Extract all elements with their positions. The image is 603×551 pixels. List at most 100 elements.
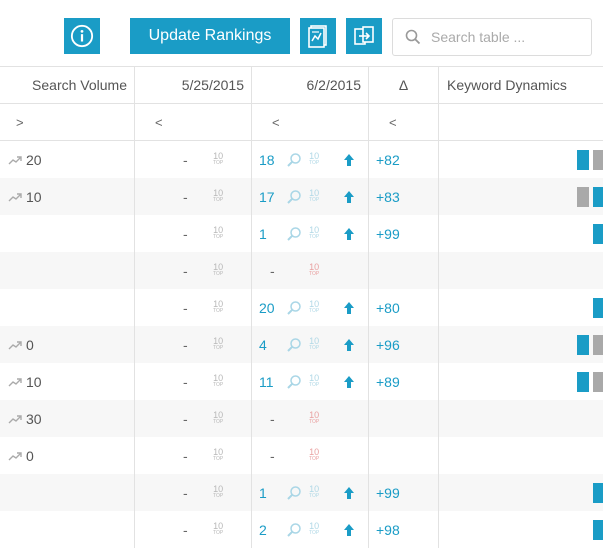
search-volume-cell (0, 289, 134, 326)
old-rank-value: - (183, 225, 188, 242)
filter-search-volume[interactable]: > (0, 103, 135, 141)
old-rank-cell: - 10 TOP (135, 437, 251, 474)
top10-icon: 10 TOP (309, 520, 320, 536)
old-rank-value: - (183, 188, 188, 205)
dynamics-bar-blue[interactable] (593, 223, 603, 244)
new-rank-link[interactable]: 18 (259, 151, 275, 168)
keyword-dynamics-cell (439, 215, 603, 252)
magnifier-icon[interactable] (286, 189, 302, 205)
rank-up-arrow-icon (344, 375, 354, 388)
new-rank-value: - (270, 410, 275, 427)
table-row[interactable]: - 10 TOP 1 10 TOP +99 (0, 215, 603, 252)
table-row[interactable]: 0 - 10 TOP - 10 TOP (0, 437, 603, 474)
export-icon (354, 26, 374, 45)
delta-value: +96 (376, 336, 400, 353)
old-rank-cell: - 10 TOP (135, 400, 251, 437)
new-rank-link[interactable]: 2 (259, 521, 267, 538)
new-rank-cell: - 10 TOP (252, 400, 368, 437)
dynamics-bar-blue[interactable] (593, 186, 603, 207)
delta-cell: +96 (369, 326, 438, 363)
table-row[interactable]: - 10 TOP 20 10 TOP +80 (0, 289, 603, 326)
top10-icon: 10 TOP (213, 261, 224, 277)
table-row[interactable]: 10 - 10 TOP 11 10 TOP +89 (0, 363, 603, 400)
table-row[interactable]: - 10 TOP 1 10 TOP +99 (0, 474, 603, 511)
search-input[interactable] (429, 28, 583, 46)
new-rank-cell: 11 10 TOP (252, 363, 368, 400)
filter-date-old[interactable]: < (134, 103, 252, 141)
top10-icon: 10 TOP (309, 298, 320, 314)
new-rank-link[interactable]: 4 (259, 336, 267, 353)
column-header-date-new[interactable]: 6/2/2015 (251, 66, 369, 104)
export-button[interactable] (346, 18, 382, 54)
table-row[interactable]: 10 - 10 TOP 17 10 TOP +83 (0, 178, 603, 215)
column-header-search-volume[interactable]: Search Volume (0, 66, 135, 104)
new-rank-cell: 20 10 TOP (252, 289, 368, 326)
dynamics-bar-blue[interactable] (577, 371, 589, 392)
top10-icon: 10 TOP (213, 187, 224, 203)
dynamics-bar-gray[interactable] (593, 334, 603, 355)
delta-cell (369, 252, 438, 289)
old-rank-value: - (183, 521, 188, 538)
top10-icon: 10 TOP (309, 446, 320, 462)
dynamics-bar-blue[interactable] (577, 149, 589, 170)
info-button[interactable] (64, 18, 100, 54)
dynamics-bar-blue[interactable] (593, 297, 603, 318)
table-row[interactable]: 20 - 10 TOP 18 10 TOP +82 (0, 140, 603, 178)
dynamics-bar-gray[interactable] (593, 149, 603, 170)
trend-icon[interactable] (8, 155, 22, 165)
table-row[interactable]: - 10 TOP - 10 TOP (0, 252, 603, 289)
table-row[interactable]: 0 - 10 TOP 4 10 TOP +96 (0, 326, 603, 363)
rank-up-arrow-icon (344, 338, 354, 351)
delta-cell (369, 400, 438, 437)
magnifier-icon[interactable] (286, 300, 302, 316)
dynamics-bar-blue[interactable] (577, 334, 589, 355)
new-rank-cell: 4 10 TOP (252, 326, 368, 363)
new-rank-link[interactable]: 11 (259, 373, 274, 390)
trend-icon[interactable] (8, 414, 22, 424)
magnifier-icon[interactable] (286, 485, 302, 501)
magnifier-icon[interactable] (286, 522, 302, 538)
column-header-date-old[interactable]: 5/25/2015 (134, 66, 252, 104)
top10-icon: 10 TOP (213, 372, 224, 388)
new-rank-cell: 1 10 TOP (252, 474, 368, 511)
delta-cell: +82 (369, 141, 438, 178)
dynamics-bar-blue[interactable] (593, 482, 603, 503)
column-header-delta[interactable]: Δ (368, 66, 439, 104)
magnifier-icon[interactable] (286, 226, 302, 242)
magnifier-icon[interactable] (286, 374, 302, 390)
search-volume-cell: 30 (0, 400, 134, 437)
search-volume-value: 0 (26, 336, 34, 353)
new-rank-link[interactable]: 20 (259, 299, 275, 316)
dynamics-bar-gray[interactable] (577, 186, 589, 207)
filter-keyword-dynamics[interactable] (438, 103, 603, 141)
top10-icon: 10 TOP (213, 483, 224, 499)
old-rank-cell: - 10 TOP (135, 215, 251, 252)
magnifier-icon[interactable] (286, 152, 302, 168)
search-volume-value: 10 (26, 373, 42, 390)
filter-date-new[interactable]: < (251, 103, 369, 141)
trend-icon[interactable] (8, 451, 22, 461)
new-rank-link[interactable]: 1 (259, 225, 267, 242)
update-rankings-button[interactable]: Update Rankings (130, 18, 290, 54)
top10-icon: 10 TOP (309, 335, 320, 351)
delta-value: +99 (376, 484, 400, 501)
trend-icon[interactable] (8, 192, 22, 202)
rank-up-arrow-icon (344, 153, 354, 166)
keyword-dynamics-cell (439, 326, 603, 363)
dynamics-bar-gray[interactable] (593, 371, 603, 392)
new-rank-value: - (270, 447, 275, 464)
report-button[interactable] (300, 18, 336, 54)
column-header-keyword-dynamics[interactable]: Keyword Dynamics (438, 66, 603, 104)
toolbar: Update Rankings (0, 0, 603, 66)
table-row[interactable]: 30 - 10 TOP - 10 TOP (0, 400, 603, 437)
trend-icon[interactable] (8, 377, 22, 387)
new-rank-link[interactable]: 1 (259, 484, 267, 501)
new-rank-link[interactable]: 17 (259, 188, 275, 205)
table-row[interactable]: - 10 TOP 2 10 TOP +98 (0, 511, 603, 548)
trend-icon[interactable] (8, 340, 22, 350)
delta-cell: +80 (369, 289, 438, 326)
filter-delta[interactable]: < (368, 103, 439, 141)
magnifier-icon[interactable] (286, 337, 302, 353)
dynamics-bar-blue[interactable] (593, 519, 603, 540)
search-volume-value: 20 (26, 151, 42, 168)
